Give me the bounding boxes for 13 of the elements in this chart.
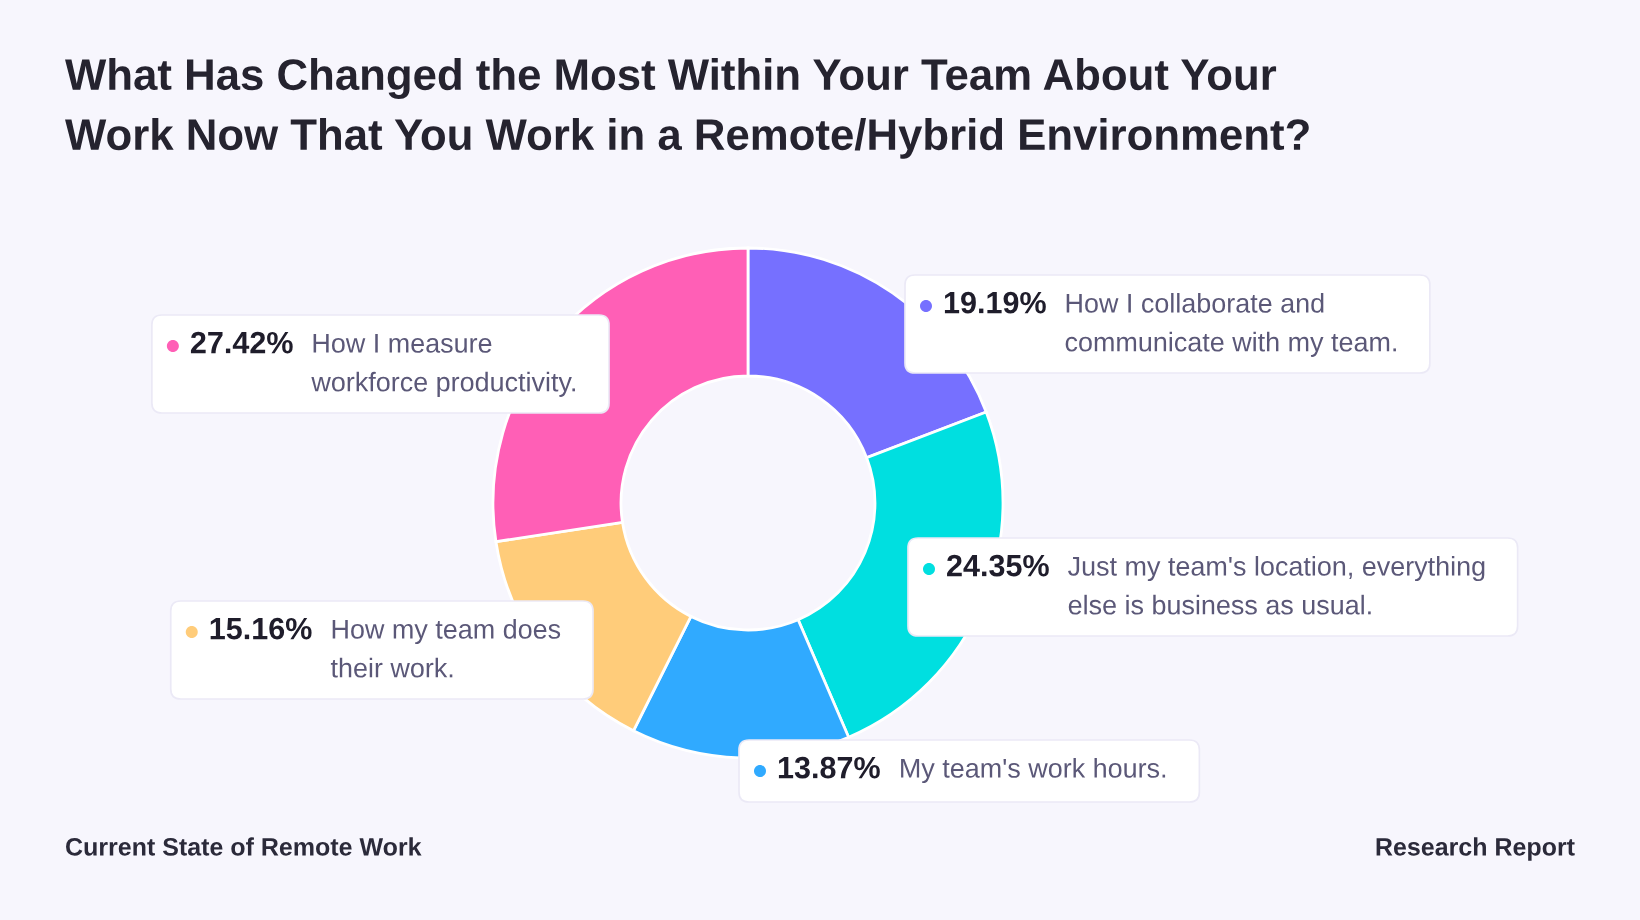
chart-title: What Has Changed the Most Within Your Team About Your Work Now That You Work in a Remote/Hybrid Environment? <box>65 58 1309 159</box>
data-label: 15.16% <box>210 617 312 640</box>
text: Current State of Remote Work <box>66 837 422 856</box>
slice-label: My team's work hours. <box>901 758 1166 784</box>
slice-label: How I measure workforce productivity. <box>311 333 575 397</box>
slice-label: How my team does their work. <box>330 619 561 678</box>
text: Research Report <box>1376 837 1575 861</box>
data-label: 27.42% <box>190 331 293 354</box>
slice-label: How I collaborate and communicate with my team. <box>1065 293 1396 357</box>
slice-label: Just my team's location, everything else is business as usual. <box>1068 556 1485 615</box>
data-label: 19.19% <box>944 291 1046 314</box>
data-label: 13.87% <box>778 756 880 779</box>
data-label: 24.35% <box>947 554 1049 577</box>
